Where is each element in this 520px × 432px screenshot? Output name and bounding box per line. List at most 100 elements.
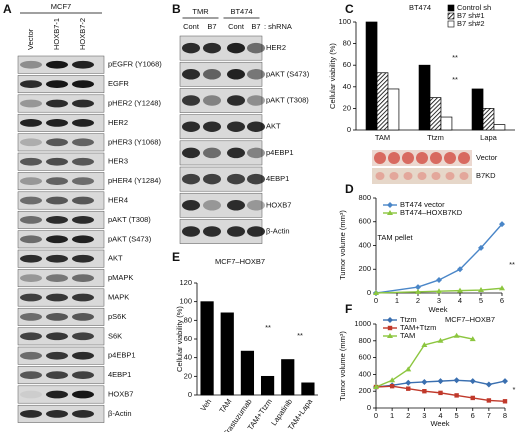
annotation: ** [297, 331, 303, 340]
blot-band [46, 216, 68, 224]
blot-band [247, 42, 265, 54]
legend-swatch [447, 4, 455, 12]
tumor [389, 172, 399, 180]
x-tick-label: 5 [479, 296, 483, 305]
blot-row-label: EGFR [108, 79, 129, 88]
blot-band [72, 274, 94, 282]
legend-label: B7 sh#1 [457, 11, 485, 20]
blot-strip [17, 269, 105, 288]
blot-band [72, 293, 94, 302]
blot-row-label: pHER3 (Y1068) [108, 137, 161, 146]
blot-row-label: HER3 [108, 157, 128, 166]
marker [406, 386, 411, 391]
blot-row-label: pAKT (T308) [108, 215, 151, 224]
annotation: ** [452, 75, 458, 84]
blot-band [20, 138, 42, 147]
blot-row-label: pS6K [108, 312, 126, 321]
marker [457, 287, 463, 293]
y-tick-label: 20 [184, 371, 192, 380]
tumor [458, 152, 470, 164]
blot-row-label: HER2 [266, 43, 286, 52]
x-tick-label: 3 [437, 296, 441, 305]
bar [200, 301, 214, 396]
lane-label: HOXB7-1 [52, 18, 61, 50]
y-tick-label: 800 [358, 193, 371, 202]
blot-row-label: HOXB7 [266, 200, 291, 209]
blot-band [182, 69, 200, 80]
blot-band [247, 121, 265, 132]
x-tick-label: 3 [422, 411, 426, 420]
tumor [402, 152, 414, 164]
blot-row-label: 4EBP1 [108, 370, 131, 379]
x-tick-label: 2 [416, 296, 420, 305]
marker [502, 399, 508, 404]
blot-band [72, 60, 94, 69]
blot-band [20, 332, 42, 341]
blot-band [20, 235, 42, 244]
blot-band [20, 196, 42, 205]
bar [376, 72, 389, 131]
tumor [388, 152, 400, 164]
blot-row-label: pHER2 (Y1248) [108, 98, 161, 107]
panel-letter: A [3, 2, 12, 16]
legend-label: TAM [400, 331, 415, 340]
blot-band [72, 371, 94, 379]
bar [493, 124, 506, 131]
marker [387, 202, 393, 208]
bar [482, 108, 495, 131]
blot-row-label: p4EBP1 [266, 148, 294, 157]
blot-band [46, 410, 68, 418]
blot-band [182, 173, 200, 185]
x-tick-label: 0 [374, 411, 378, 420]
blot-band [203, 121, 221, 132]
blot-band [247, 200, 265, 211]
blot-band [20, 410, 42, 418]
blot-band [72, 80, 94, 88]
marker [454, 393, 459, 398]
blot-band [20, 254, 42, 263]
bar [260, 375, 275, 396]
blot-band [20, 293, 42, 302]
annotation: TAM pellet [377, 233, 413, 242]
blot-band [72, 410, 94, 418]
tumor [374, 152, 386, 164]
blot-band [72, 177, 94, 185]
blot-band [72, 332, 94, 341]
tumor [431, 172, 441, 180]
blot-band [203, 69, 221, 80]
blot-band [227, 173, 245, 185]
blot-band [72, 254, 94, 263]
blot-row-label: 4EBP1 [266, 174, 289, 183]
x-tick-label: TAM [375, 133, 390, 142]
blot-band [247, 226, 265, 237]
blot-band [203, 226, 221, 237]
blot-band [182, 121, 200, 132]
blot-row-label: p4EBP1 [108, 351, 136, 360]
blot-band [20, 80, 42, 88]
tumor [375, 172, 385, 180]
bar [429, 97, 442, 131]
annotation: ** [509, 260, 515, 269]
bar [240, 350, 255, 396]
panel-letter: F [345, 302, 352, 316]
marker [453, 377, 460, 384]
x-tick-label: Ttzm [427, 133, 444, 142]
x-tick-label: 4 [458, 296, 462, 305]
bar [418, 64, 431, 131]
blot-band [227, 69, 245, 80]
blot-band [72, 313, 94, 321]
bar [301, 382, 315, 396]
x-tick-label: 0 [374, 296, 378, 305]
y-tick-label: 120 [179, 278, 192, 287]
y-axis-label: Tumor volume (mm³) [338, 331, 347, 401]
blot-band [20, 157, 42, 166]
tumor [444, 152, 456, 164]
photo-label: B7KD [476, 171, 496, 180]
y-tick-label: 100 [338, 17, 351, 26]
blot-row-label: pAKT (S473) [108, 234, 152, 243]
blot-band [46, 274, 68, 282]
blot-band [46, 332, 68, 341]
photo-label: Vector [476, 153, 498, 162]
marker [421, 378, 428, 385]
bar [471, 88, 484, 131]
